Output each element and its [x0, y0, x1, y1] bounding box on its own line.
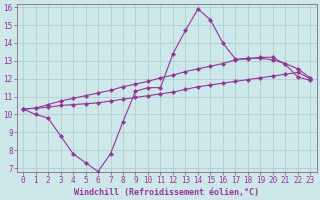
X-axis label: Windchill (Refroidissement éolien,°C): Windchill (Refroidissement éolien,°C): [74, 188, 259, 197]
